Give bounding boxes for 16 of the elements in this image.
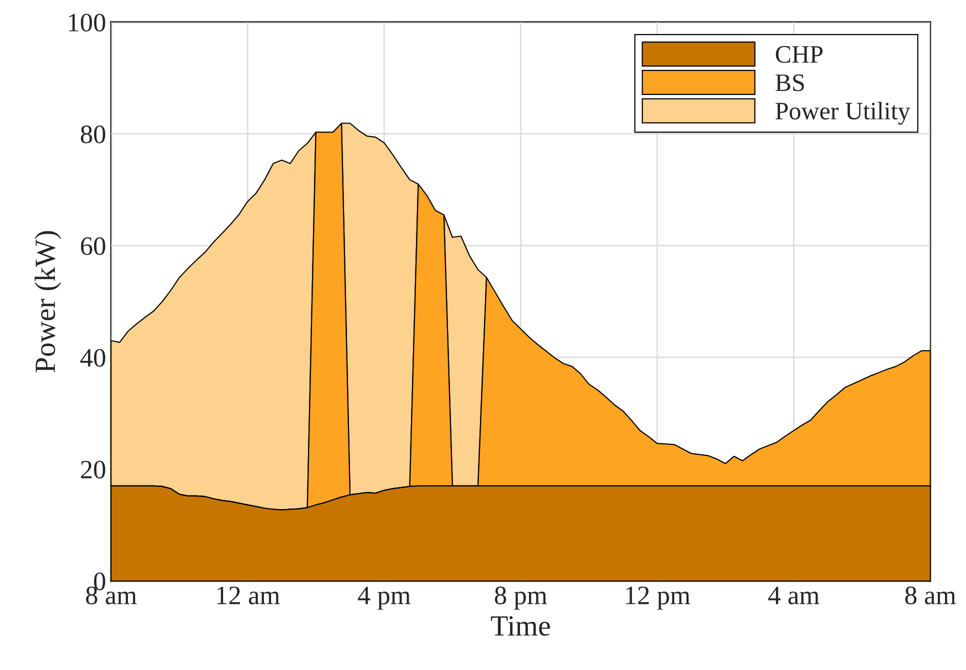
y-tick-label: 80 [80, 125, 106, 144]
y-axis-title: Power (kW) [34, 231, 62, 372]
y-tick-label: 20 [81, 460, 106, 479]
x-tick-label: 12 pm [626, 586, 690, 610]
legend-label: BS [776, 74, 804, 92]
y-tick-label: 60 [80, 237, 106, 256]
x-tick-label: 8 pm [494, 586, 548, 610]
x-tick-label: 12 am [217, 586, 280, 604]
x-tick-label: 4 pm [358, 586, 410, 610]
legend-label: Power Utility [776, 102, 910, 125]
x-axis-title: Time [490, 616, 550, 636]
x-tick-label: 8 am [905, 586, 956, 604]
y-tick-label: 100 [68, 14, 106, 32]
x-tick-label: 4 am [768, 586, 820, 604]
legend-label: CHP [776, 46, 822, 63]
y-tick-label: 40 [80, 348, 106, 367]
